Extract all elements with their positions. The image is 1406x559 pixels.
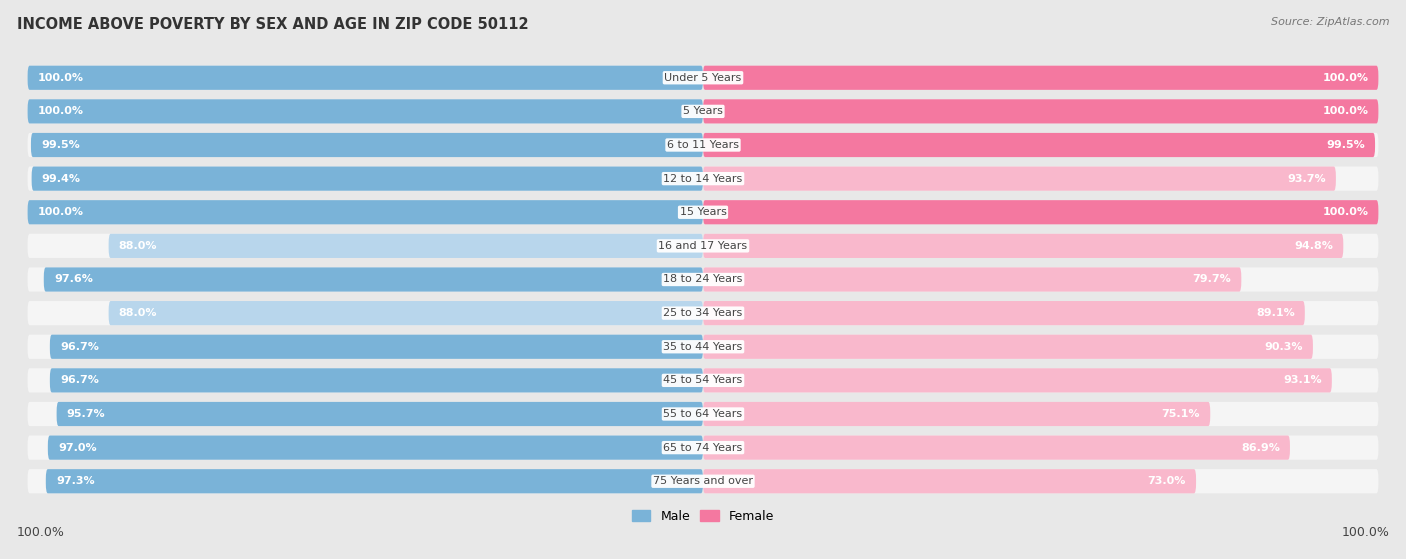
FancyBboxPatch shape — [28, 267, 703, 292]
FancyBboxPatch shape — [28, 65, 703, 90]
Text: Source: ZipAtlas.com: Source: ZipAtlas.com — [1271, 17, 1389, 27]
FancyBboxPatch shape — [703, 267, 1241, 292]
FancyBboxPatch shape — [49, 368, 703, 392]
Text: 88.0%: 88.0% — [118, 308, 157, 318]
Text: 25 to 34 Years: 25 to 34 Years — [664, 308, 742, 318]
Text: INCOME ABOVE POVERTY BY SEX AND AGE IN ZIP CODE 50112: INCOME ABOVE POVERTY BY SEX AND AGE IN Z… — [17, 17, 529, 32]
FancyBboxPatch shape — [28, 200, 703, 224]
Text: 96.7%: 96.7% — [60, 376, 98, 385]
FancyBboxPatch shape — [28, 133, 703, 157]
Text: 97.6%: 97.6% — [53, 274, 93, 285]
Text: 15 Years: 15 Years — [679, 207, 727, 217]
Text: 12 to 14 Years: 12 to 14 Years — [664, 174, 742, 183]
FancyBboxPatch shape — [703, 267, 1378, 292]
FancyBboxPatch shape — [703, 167, 1378, 191]
FancyBboxPatch shape — [56, 402, 703, 426]
FancyBboxPatch shape — [703, 133, 1375, 157]
Text: 100.0%: 100.0% — [1322, 73, 1368, 83]
FancyBboxPatch shape — [703, 469, 1197, 494]
FancyBboxPatch shape — [703, 469, 1378, 494]
FancyBboxPatch shape — [28, 65, 703, 90]
Text: 100.0%: 100.0% — [1322, 106, 1368, 116]
FancyBboxPatch shape — [703, 301, 1378, 325]
FancyBboxPatch shape — [28, 335, 703, 359]
FancyBboxPatch shape — [28, 234, 703, 258]
Text: 97.3%: 97.3% — [56, 476, 94, 486]
FancyBboxPatch shape — [49, 335, 703, 359]
Text: 75 Years and over: 75 Years and over — [652, 476, 754, 486]
FancyBboxPatch shape — [703, 301, 1305, 325]
FancyBboxPatch shape — [44, 267, 703, 292]
FancyBboxPatch shape — [31, 167, 703, 191]
Text: 100.0%: 100.0% — [1322, 207, 1368, 217]
Text: 5 Years: 5 Years — [683, 106, 723, 116]
FancyBboxPatch shape — [703, 335, 1378, 359]
FancyBboxPatch shape — [703, 368, 1378, 392]
Text: Under 5 Years: Under 5 Years — [665, 73, 741, 83]
FancyBboxPatch shape — [703, 65, 1378, 90]
Text: 96.7%: 96.7% — [60, 342, 98, 352]
Text: 93.7%: 93.7% — [1286, 174, 1326, 183]
Text: 18 to 24 Years: 18 to 24 Years — [664, 274, 742, 285]
Text: 100.0%: 100.0% — [17, 527, 65, 539]
Text: 100.0%: 100.0% — [1341, 527, 1389, 539]
FancyBboxPatch shape — [28, 469, 703, 494]
FancyBboxPatch shape — [703, 435, 1378, 459]
Text: 94.8%: 94.8% — [1295, 241, 1333, 251]
Text: 6 to 11 Years: 6 to 11 Years — [666, 140, 740, 150]
Text: 16 and 17 Years: 16 and 17 Years — [658, 241, 748, 251]
Text: 100.0%: 100.0% — [38, 106, 84, 116]
FancyBboxPatch shape — [28, 167, 703, 191]
Legend: Male, Female: Male, Female — [627, 505, 779, 528]
Text: 73.0%: 73.0% — [1147, 476, 1185, 486]
FancyBboxPatch shape — [703, 335, 1313, 359]
FancyBboxPatch shape — [28, 435, 703, 459]
FancyBboxPatch shape — [703, 167, 1336, 191]
FancyBboxPatch shape — [703, 368, 1331, 392]
Text: 88.0%: 88.0% — [118, 241, 157, 251]
FancyBboxPatch shape — [703, 234, 1378, 258]
Text: 35 to 44 Years: 35 to 44 Years — [664, 342, 742, 352]
FancyBboxPatch shape — [28, 100, 703, 124]
Text: 89.1%: 89.1% — [1256, 308, 1295, 318]
Text: 99.4%: 99.4% — [42, 174, 80, 183]
FancyBboxPatch shape — [28, 301, 703, 325]
FancyBboxPatch shape — [28, 368, 703, 392]
FancyBboxPatch shape — [108, 301, 703, 325]
Text: 90.3%: 90.3% — [1264, 342, 1303, 352]
Text: 93.1%: 93.1% — [1284, 376, 1322, 385]
Text: 65 to 74 Years: 65 to 74 Years — [664, 443, 742, 453]
FancyBboxPatch shape — [703, 402, 1378, 426]
FancyBboxPatch shape — [108, 234, 703, 258]
Text: 79.7%: 79.7% — [1192, 274, 1232, 285]
FancyBboxPatch shape — [703, 234, 1343, 258]
FancyBboxPatch shape — [48, 435, 703, 459]
FancyBboxPatch shape — [31, 133, 703, 157]
Text: 100.0%: 100.0% — [38, 207, 84, 217]
FancyBboxPatch shape — [703, 200, 1378, 224]
Text: 99.5%: 99.5% — [41, 140, 80, 150]
Text: 55 to 64 Years: 55 to 64 Years — [664, 409, 742, 419]
Text: 100.0%: 100.0% — [38, 73, 84, 83]
FancyBboxPatch shape — [703, 133, 1378, 157]
FancyBboxPatch shape — [703, 200, 1378, 224]
Text: 97.0%: 97.0% — [58, 443, 97, 453]
Text: 99.5%: 99.5% — [1326, 140, 1365, 150]
FancyBboxPatch shape — [28, 200, 703, 224]
FancyBboxPatch shape — [46, 469, 703, 494]
Text: 95.7%: 95.7% — [66, 409, 105, 419]
FancyBboxPatch shape — [28, 100, 703, 124]
FancyBboxPatch shape — [703, 100, 1378, 124]
FancyBboxPatch shape — [703, 100, 1378, 124]
Text: 75.1%: 75.1% — [1161, 409, 1201, 419]
FancyBboxPatch shape — [703, 435, 1289, 459]
Text: 86.9%: 86.9% — [1241, 443, 1279, 453]
FancyBboxPatch shape — [28, 402, 703, 426]
Text: 45 to 54 Years: 45 to 54 Years — [664, 376, 742, 385]
FancyBboxPatch shape — [703, 402, 1211, 426]
FancyBboxPatch shape — [703, 65, 1378, 90]
